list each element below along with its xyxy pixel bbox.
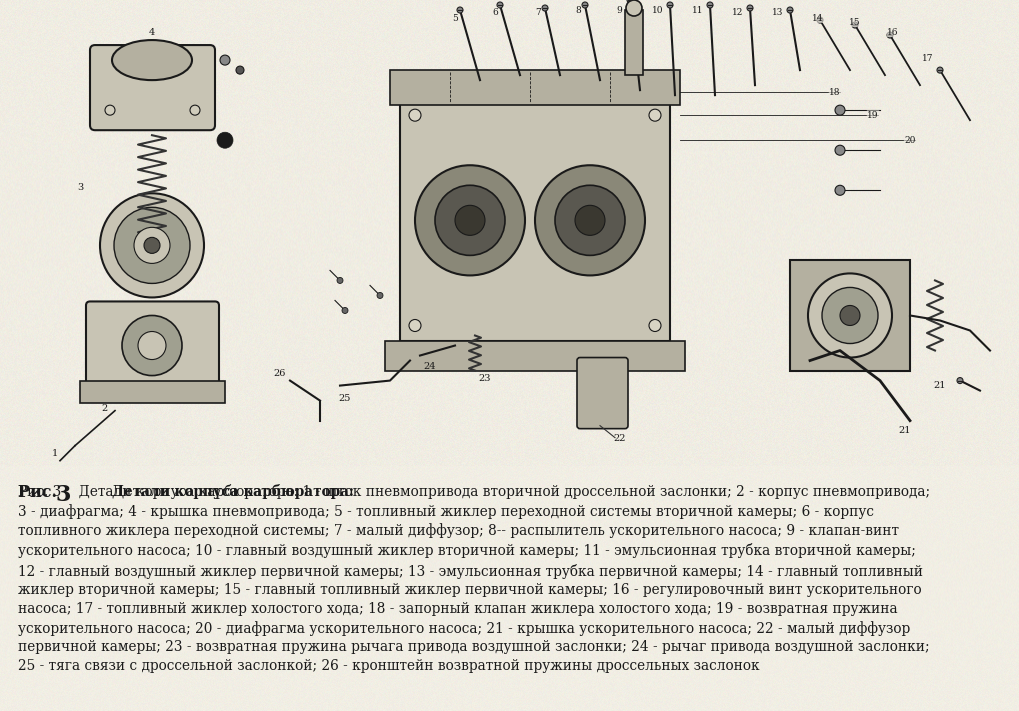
Circle shape <box>409 319 421 331</box>
Circle shape <box>341 307 347 314</box>
Text: 1: 1 <box>52 449 58 458</box>
Circle shape <box>220 55 229 65</box>
Circle shape <box>336 277 342 284</box>
Circle shape <box>627 0 633 3</box>
Text: 25: 25 <box>338 394 351 402</box>
Circle shape <box>454 205 484 235</box>
Circle shape <box>217 132 232 148</box>
Circle shape <box>105 105 115 115</box>
Text: Рис. 3    Детали корпуса карбюратора: 1 - шток пневмопривода вторичной дроссельн: Рис. 3 Детали корпуса карбюратора: 1 - ш… <box>18 483 929 673</box>
Text: 21: 21 <box>898 426 910 434</box>
Circle shape <box>409 109 421 121</box>
Circle shape <box>936 67 943 73</box>
Circle shape <box>496 2 502 8</box>
Circle shape <box>457 7 463 13</box>
Circle shape <box>535 165 644 275</box>
FancyBboxPatch shape <box>79 380 225 402</box>
Text: 12: 12 <box>732 8 743 16</box>
Text: 13: 13 <box>771 8 783 16</box>
Circle shape <box>816 17 822 23</box>
Text: 10: 10 <box>651 6 663 14</box>
Circle shape <box>648 319 660 331</box>
FancyBboxPatch shape <box>625 10 642 75</box>
Text: 2: 2 <box>102 404 108 412</box>
Circle shape <box>377 292 382 299</box>
Circle shape <box>190 105 200 115</box>
Circle shape <box>706 2 712 8</box>
Circle shape <box>666 2 673 8</box>
Text: 17: 17 <box>921 53 932 63</box>
Circle shape <box>541 5 547 11</box>
Circle shape <box>138 331 166 360</box>
Circle shape <box>122 316 181 375</box>
Circle shape <box>648 109 660 121</box>
Text: 26: 26 <box>273 368 286 378</box>
FancyBboxPatch shape <box>384 341 685 370</box>
Text: 6: 6 <box>491 8 497 16</box>
Circle shape <box>144 237 160 253</box>
Text: 3: 3 <box>76 183 83 192</box>
Circle shape <box>851 22 857 28</box>
Text: 11: 11 <box>692 6 703 14</box>
Text: 22: 22 <box>613 434 626 443</box>
Circle shape <box>787 7 792 13</box>
Text: Рис.: Рис. <box>18 483 62 501</box>
Text: 9: 9 <box>615 6 622 14</box>
Circle shape <box>554 186 625 255</box>
Circle shape <box>235 66 244 74</box>
Circle shape <box>835 145 844 155</box>
Text: 14: 14 <box>811 14 823 23</box>
Text: 15: 15 <box>849 18 860 26</box>
Text: 4: 4 <box>149 28 155 37</box>
Circle shape <box>835 105 844 115</box>
Circle shape <box>835 186 844 196</box>
FancyBboxPatch shape <box>90 45 215 130</box>
FancyBboxPatch shape <box>790 260 909 370</box>
Circle shape <box>956 378 962 383</box>
Circle shape <box>582 2 587 8</box>
Circle shape <box>807 274 892 358</box>
Text: 20: 20 <box>904 136 915 145</box>
Text: 7: 7 <box>535 8 540 16</box>
Ellipse shape <box>112 40 192 80</box>
Circle shape <box>434 186 504 255</box>
Text: 24: 24 <box>423 362 436 370</box>
Circle shape <box>626 0 641 16</box>
Text: 21: 21 <box>932 381 946 390</box>
Circle shape <box>415 165 525 275</box>
FancyBboxPatch shape <box>577 358 628 429</box>
Circle shape <box>133 228 170 263</box>
FancyBboxPatch shape <box>399 100 669 341</box>
Text: 8: 8 <box>575 6 580 14</box>
Text: 3: 3 <box>56 483 71 506</box>
Circle shape <box>114 208 190 284</box>
Text: Детали корпуса карбюратора:: Детали корпуса карбюратора: <box>93 483 354 498</box>
FancyBboxPatch shape <box>86 301 219 395</box>
Text: 18: 18 <box>828 87 840 97</box>
Text: 5: 5 <box>451 14 458 23</box>
Text: 16: 16 <box>887 28 898 36</box>
Circle shape <box>100 193 204 297</box>
Circle shape <box>746 5 752 11</box>
Circle shape <box>887 32 892 38</box>
Circle shape <box>821 287 877 343</box>
Circle shape <box>575 205 604 235</box>
Text: 19: 19 <box>866 111 878 119</box>
FancyBboxPatch shape <box>389 70 680 105</box>
Text: 23: 23 <box>478 373 491 383</box>
Circle shape <box>840 306 859 326</box>
